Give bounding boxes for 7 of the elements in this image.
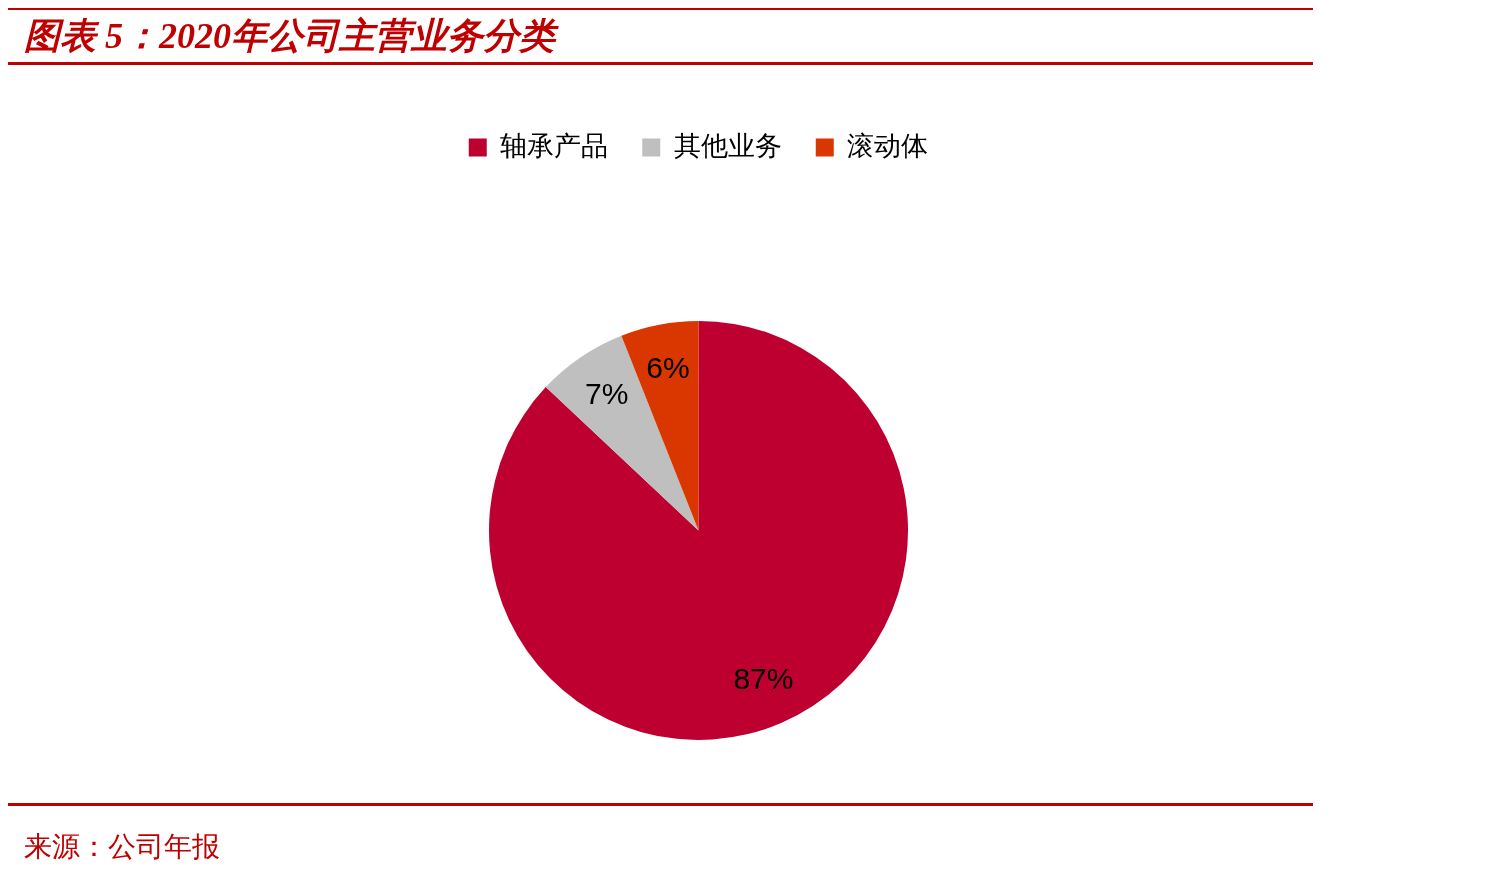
- data-label: 7%: [584, 376, 629, 410]
- data-label: 6%: [646, 351, 690, 385]
- legend-label: 轴承产品: [500, 129, 609, 161]
- legend-label: 滚动体: [847, 129, 929, 161]
- legend-label: 其他业务: [673, 129, 782, 161]
- source-note: 来源：公司年报: [24, 829, 221, 865]
- data-label: 87%: [733, 661, 794, 695]
